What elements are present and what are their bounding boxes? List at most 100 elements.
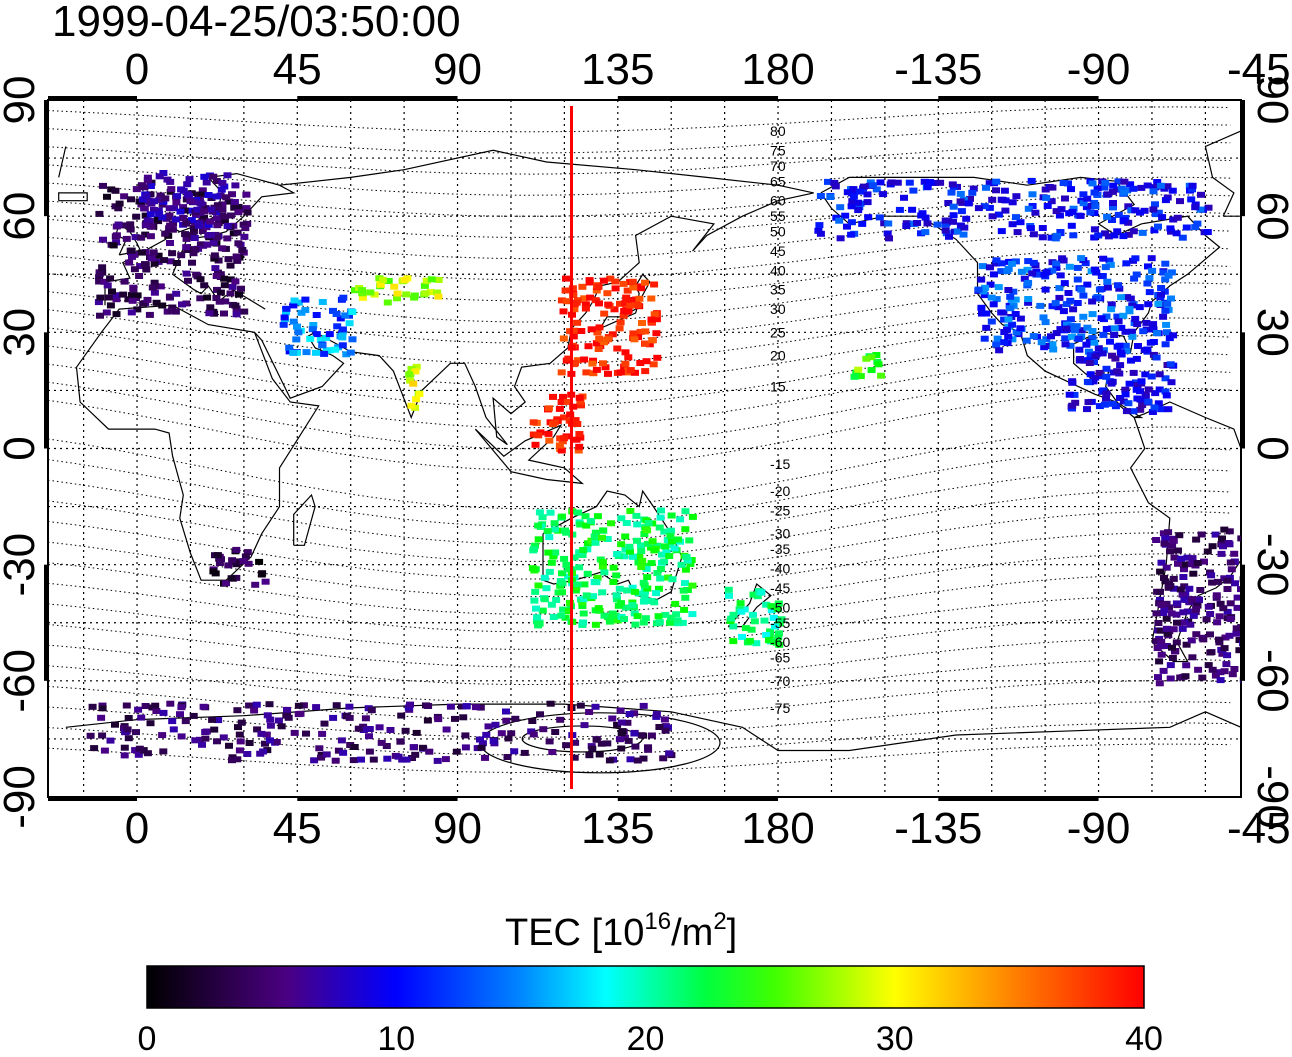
tec-point bbox=[1004, 265, 1013, 272]
tec-point bbox=[660, 558, 669, 565]
tec-point bbox=[228, 757, 236, 764]
tec-point bbox=[993, 335, 1002, 342]
mag-contour bbox=[48, 743, 1231, 773]
tec-point bbox=[196, 200, 205, 207]
tec-point bbox=[606, 275, 615, 282]
tec-point bbox=[636, 328, 645, 335]
tec-point bbox=[155, 196, 164, 203]
tec-point bbox=[994, 211, 1003, 218]
tec-point bbox=[120, 744, 129, 751]
tec-point bbox=[538, 607, 547, 614]
tec-point bbox=[1000, 329, 1009, 335]
tec-point bbox=[650, 599, 659, 606]
tec-point bbox=[661, 727, 670, 734]
bottom-tick-label: -90 bbox=[1067, 804, 1131, 853]
tec-point bbox=[1192, 631, 1201, 638]
tec-point bbox=[1058, 255, 1067, 262]
tec-point bbox=[652, 711, 661, 718]
tec-point bbox=[136, 263, 145, 270]
tec-point bbox=[182, 220, 191, 227]
tec-point bbox=[1097, 315, 1106, 322]
tec-point bbox=[997, 268, 1006, 275]
tec-point bbox=[1167, 295, 1175, 302]
tec-point bbox=[243, 549, 252, 556]
tec-point bbox=[150, 279, 159, 286]
tec-point bbox=[1198, 674, 1207, 681]
tec-point bbox=[598, 589, 607, 596]
tec-point bbox=[166, 293, 174, 300]
tec-point bbox=[294, 299, 303, 306]
mag-contour bbox=[48, 317, 1231, 386]
tec-point bbox=[1152, 638, 1161, 645]
tec-point bbox=[1226, 600, 1235, 607]
tec-point bbox=[97, 714, 106, 721]
tec-point bbox=[301, 307, 310, 314]
tec-point bbox=[662, 549, 671, 556]
tec-point bbox=[232, 253, 241, 260]
tec-point bbox=[1230, 550, 1239, 557]
tec-point bbox=[283, 706, 291, 713]
tec-point bbox=[401, 727, 410, 734]
tec-point bbox=[1155, 680, 1164, 687]
mag-lat-label: 70 bbox=[770, 158, 786, 174]
tec-point bbox=[767, 603, 776, 610]
tec-point bbox=[94, 299, 103, 306]
tec-point bbox=[142, 266, 151, 273]
tec-point bbox=[293, 323, 301, 330]
tec-point bbox=[1155, 371, 1164, 378]
tec-point bbox=[1192, 605, 1201, 612]
tec-point bbox=[159, 709, 168, 716]
tec-point bbox=[1000, 339, 1009, 346]
tec-point bbox=[962, 215, 971, 222]
tec-point bbox=[564, 573, 573, 580]
tec-point bbox=[847, 219, 856, 226]
tec-point bbox=[876, 179, 885, 186]
tec-point bbox=[653, 570, 662, 576]
tec-point bbox=[462, 703, 471, 710]
tec-point bbox=[628, 278, 637, 285]
tec-point bbox=[1136, 406, 1145, 413]
tec-point bbox=[1144, 263, 1152, 270]
tec-point bbox=[156, 192, 165, 199]
tec-point bbox=[544, 549, 553, 556]
tec-point bbox=[1150, 404, 1159, 411]
tec-point bbox=[1197, 191, 1205, 198]
mag-lat-label: -15 bbox=[770, 456, 790, 472]
left-tick-label: 0 bbox=[0, 436, 44, 460]
tec-point bbox=[1117, 294, 1126, 301]
right-tick-label: -60 bbox=[1248, 649, 1292, 713]
tec-point bbox=[902, 223, 911, 229]
tec-point bbox=[652, 330, 661, 337]
tec-point bbox=[1041, 343, 1050, 349]
tec-point bbox=[1136, 209, 1144, 216]
tec-point bbox=[412, 729, 421, 736]
tec-point bbox=[1151, 211, 1160, 218]
tec-point bbox=[1037, 339, 1046, 346]
tec-point bbox=[1249, 634, 1257, 640]
tec-point bbox=[1181, 673, 1190, 680]
tec-point bbox=[1155, 658, 1164, 665]
coastline bbox=[58, 192, 88, 202]
tec-point bbox=[406, 701, 414, 708]
tec-point bbox=[1157, 638, 1166, 645]
tec-point bbox=[1161, 388, 1170, 395]
tec-point bbox=[547, 559, 556, 566]
tec-point bbox=[318, 299, 327, 305]
tec-point bbox=[503, 754, 512, 760]
tec-point bbox=[86, 732, 95, 739]
tec-point bbox=[1108, 217, 1116, 223]
tec-point bbox=[591, 539, 600, 546]
tec-point bbox=[1057, 206, 1066, 213]
tec-point bbox=[337, 737, 346, 744]
top-tick-label: -135 bbox=[894, 45, 982, 94]
tec-point bbox=[394, 753, 403, 760]
tec-point bbox=[390, 283, 399, 290]
tec-point bbox=[90, 745, 99, 752]
tec-point bbox=[1075, 357, 1084, 364]
tec-point bbox=[166, 222, 175, 229]
tec-point bbox=[591, 297, 600, 304]
tec-point bbox=[595, 335, 604, 342]
tec-point bbox=[534, 432, 543, 439]
tec-point bbox=[563, 398, 572, 405]
tec-point bbox=[266, 737, 274, 744]
